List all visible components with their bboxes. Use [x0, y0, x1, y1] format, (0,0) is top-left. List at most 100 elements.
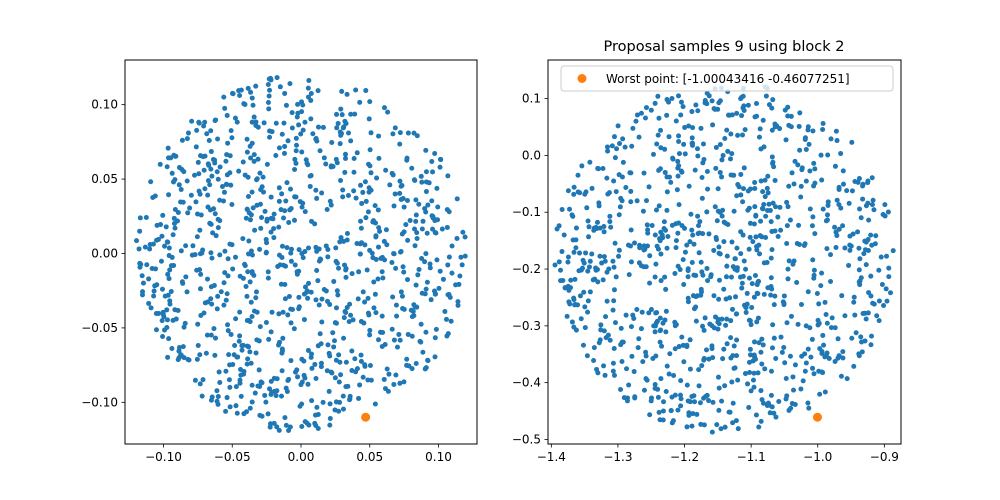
- sample-point: [623, 184, 629, 190]
- sample-point: [665, 234, 671, 240]
- sample-point: [236, 168, 242, 174]
- sample-point: [376, 244, 381, 250]
- y-tick-label: −0.10: [81, 395, 118, 409]
- sample-point: [576, 268, 582, 274]
- sample-point: [784, 241, 790, 247]
- sample-point: [204, 131, 210, 137]
- sample-point: [321, 155, 327, 161]
- sample-point: [167, 267, 173, 273]
- sample-point: [659, 343, 665, 349]
- sample-point: [312, 412, 318, 418]
- sample-point: [294, 269, 300, 275]
- sample-point: [591, 358, 597, 364]
- sample-point: [170, 317, 176, 323]
- sample-point: [180, 344, 186, 350]
- sample-point: [445, 173, 451, 179]
- sample-point: [584, 353, 590, 359]
- sample-point: [828, 252, 834, 258]
- sample-point: [821, 342, 827, 348]
- sample-point: [768, 292, 774, 298]
- sample-point: [724, 253, 730, 259]
- sample-point: [824, 246, 830, 252]
- sample-point: [634, 112, 640, 118]
- sample-point: [156, 310, 162, 316]
- sample-point: [783, 137, 789, 143]
- sample-point: [788, 113, 794, 119]
- sample-point: [626, 272, 632, 278]
- sample-point: [334, 125, 340, 131]
- sample-point: [613, 274, 619, 280]
- sample-point: [684, 382, 690, 388]
- sample-point: [413, 361, 419, 366]
- sample-point: [836, 184, 842, 190]
- sample-point: [751, 384, 757, 390]
- sample-point: [384, 366, 390, 372]
- sample-point: [689, 135, 695, 141]
- sample-point: [172, 225, 178, 231]
- sample-point: [760, 342, 766, 348]
- sample-point: [689, 109, 695, 115]
- sample-point: [803, 178, 809, 184]
- sample-point: [874, 313, 880, 319]
- sample-point: [225, 328, 231, 334]
- sample-point: [397, 380, 403, 386]
- sample-point: [249, 119, 255, 125]
- sample-point: [178, 248, 184, 254]
- sample-point: [571, 249, 577, 255]
- sample-point: [758, 418, 764, 424]
- sample-point: [302, 209, 308, 215]
- sample-point: [772, 121, 778, 127]
- sample-point: [183, 274, 189, 280]
- sample-point: [656, 203, 662, 209]
- sample-point: [591, 345, 597, 351]
- sample-point: [268, 421, 274, 427]
- sample-point: [679, 169, 685, 175]
- sample-point: [810, 257, 816, 263]
- sample-point: [758, 388, 764, 394]
- sample-point: [237, 333, 243, 339]
- sample-point: [318, 364, 324, 370]
- sample-point: [702, 315, 708, 321]
- sample-point: [723, 296, 729, 302]
- sample-point: [380, 275, 386, 281]
- sample-point: [264, 216, 270, 222]
- sample-point: [636, 134, 642, 140]
- sample-point: [758, 349, 764, 355]
- sample-point: [247, 279, 253, 285]
- sample-point: [669, 95, 675, 101]
- sample-point: [435, 204, 441, 210]
- sample-point: [288, 250, 294, 256]
- sample-point: [759, 361, 765, 367]
- sample-point: [685, 398, 691, 404]
- sample-point: [212, 335, 218, 341]
- sample-point: [746, 404, 752, 410]
- sample-point: [397, 130, 403, 136]
- sample-point: [819, 177, 825, 183]
- sample-point: [596, 203, 602, 209]
- sample-point: [196, 188, 202, 194]
- sample-point: [376, 155, 382, 161]
- sample-point: [610, 368, 616, 374]
- sample-point: [287, 81, 293, 87]
- sample-point: [238, 393, 244, 399]
- sample-point: [753, 412, 759, 418]
- sample-point: [349, 348, 355, 354]
- sample-point: [806, 141, 812, 147]
- sample-point: [345, 193, 351, 199]
- sample-point: [619, 198, 625, 204]
- sample-point: [408, 307, 414, 313]
- sample-point: [810, 128, 816, 134]
- sample-point: [276, 224, 282, 230]
- sample-point: [820, 332, 826, 338]
- sample-point: [390, 131, 396, 137]
- sample-point: [198, 271, 204, 277]
- sample-point: [309, 365, 315, 371]
- sample-point: [274, 75, 280, 81]
- sample-point: [432, 335, 438, 341]
- sample-point: [662, 169, 668, 175]
- sample-point: [409, 333, 415, 339]
- sample-point: [643, 349, 649, 355]
- sample-point: [844, 376, 850, 382]
- sample-point: [742, 371, 748, 377]
- sample-point: [224, 395, 230, 401]
